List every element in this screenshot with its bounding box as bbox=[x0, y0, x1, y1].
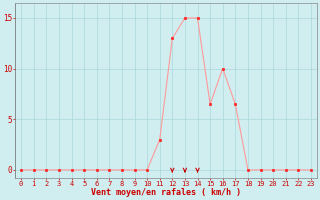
X-axis label: Vent moyen/en rafales ( km/h ): Vent moyen/en rafales ( km/h ) bbox=[91, 188, 241, 197]
